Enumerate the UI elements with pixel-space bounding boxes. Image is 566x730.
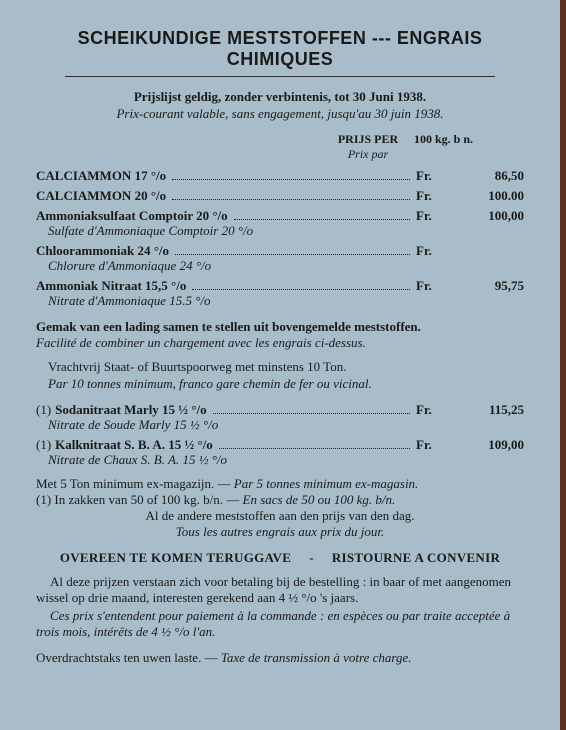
product-name: Sodanitraat Marly 15 ½ °/o — [55, 402, 206, 418]
product-name: Chloorammoniak 24 °/o — [36, 243, 169, 259]
product-price: 86,50 — [446, 168, 524, 184]
terms-fr: Ces prix s'entendent pour paiement à la … — [36, 608, 524, 640]
vracht-fr: Par 10 tonnes minimum, franco gare chemi… — [36, 376, 524, 392]
currency-label: Fr. — [416, 437, 446, 453]
currency-label: Fr. — [416, 208, 446, 224]
product-name: Ammoniak Nitraat 15,5 °/o — [36, 278, 186, 294]
product-row: Ammoniak Nitraat 15,5 °/o Fr.95,75Nitrate… — [36, 278, 524, 309]
tax-fr: Taxe de transmission à votre charge. — [221, 650, 412, 665]
subtitle-nl: Prijslijst geldig, zonder verbintenis, t… — [36, 89, 524, 105]
products2-block: (1) Sodanitraat Marly 15 ½ °/oFr.115,25N… — [36, 402, 524, 468]
header-prijs-per: PRIJS PER — [328, 132, 408, 147]
product-row: (1) Kalknitraat S. B. A. 15 ½ °/o Fr.109,… — [36, 437, 524, 468]
product-price: 95,75 — [446, 278, 524, 294]
product-name-fr: Sulfate d'Ammoniaque Comptoir 20 °/o — [36, 223, 524, 239]
note2-nl: (1) In zakken van 50 of 100 kg. b/n. — — [36, 492, 239, 507]
title-sep: --- — [372, 28, 391, 48]
note2: (1) In zakken van 50 of 100 kg. b/n. — E… — [36, 492, 524, 508]
product-row: CALCIAMMON 17 °/o Fr.86,50 — [36, 168, 524, 184]
section-header: OVEREEN TE KOMEN TERUGGAVE - RISTOURNE A… — [36, 550, 524, 566]
header-100kg: 100 kg. b n. — [408, 132, 524, 147]
currency-label: Fr. — [416, 278, 446, 294]
currency-label: Fr. — [416, 168, 446, 184]
product-marker: (1) — [36, 437, 51, 453]
product-name-fr: Nitrate d'Ammoniaque 15.5 °/o — [36, 293, 524, 309]
tax-nl: Overdrachtstaks ten uwen laste. — — [36, 650, 218, 665]
leader-dots — [192, 281, 410, 290]
products-block: CALCIAMMON 17 °/oFr.86,50CALCIAMMON 20 °… — [36, 168, 524, 309]
title-rule — [65, 76, 494, 77]
leader-dots — [172, 171, 410, 180]
product-price: 115,25 — [446, 402, 524, 418]
note1-nl: Met 5 Ton minimum ex-magazijn. — — [36, 476, 231, 491]
product-row: CALCIAMMON 20 °/o Fr.100.00 — [36, 188, 524, 204]
title-left: SCHEIKUNDIGE MESTSTOFFEN — [78, 28, 367, 48]
note1-fr: Par 5 tonnes minimum ex-magasin. — [234, 476, 419, 491]
currency-label: Fr. — [416, 402, 446, 418]
product-name-fr: Chlorure d'Ammoniaque 24 °/o — [36, 258, 524, 274]
price-list-page: SCHEIKUNDIGE MESTSTOFFEN --- ENGRAIS CHI… — [0, 0, 566, 730]
leader-dots — [219, 440, 410, 449]
notes-block: Met 5 Ton minimum ex-magazijn. — Par 5 t… — [36, 476, 524, 540]
vracht-nl: Vrachtvrij Staat- of Buurtspoorweg met m… — [36, 359, 524, 375]
note1: Met 5 Ton minimum ex-magazijn. — Par 5 t… — [36, 476, 524, 492]
product-marker: (1) — [36, 402, 51, 418]
product-name: CALCIAMMON 17 °/o — [36, 168, 166, 184]
product-row: (1) Sodanitraat Marly 15 ½ °/o Fr.115,25N… — [36, 402, 524, 433]
gemak-fr: Facilité de combiner un chargement avec … — [36, 335, 524, 351]
section-nl: OVEREEN TE KOMEN TERUGGAVE — [60, 550, 291, 566]
product-name: CALCIAMMON 20 °/o — [36, 188, 166, 204]
header-prix-par: Prix par — [328, 147, 408, 162]
subtitle-fr: Prix-courant valable, sans engagement, j… — [36, 106, 524, 122]
product-name-fr: Nitrate de Soude Marly 15 ½ °/o — [36, 417, 524, 433]
price-header-row2: Prix par — [36, 147, 524, 162]
main-title: SCHEIKUNDIGE MESTSTOFFEN --- ENGRAIS CHI… — [36, 28, 524, 70]
section-sep: - — [309, 550, 314, 566]
note3-nl: Al de andere meststoffen aan den prijs v… — [36, 508, 524, 524]
note2-fr: En sacs de 50 ou 100 kg. b/n. — [243, 492, 396, 507]
product-name-fr: Nitrate de Chaux S. B. A. 15 ½ °/o — [36, 452, 524, 468]
note3-fr: Tous les autres engrais aux prix du jour… — [36, 524, 524, 540]
currency-label: Fr. — [416, 243, 446, 259]
product-price: 109,00 — [446, 437, 524, 453]
product-name: Ammoniaksulfaat Comptoir 20 °/o — [36, 208, 228, 224]
tax-line: Overdrachtstaks ten uwen laste. — Taxe d… — [36, 650, 524, 666]
product-price: 100,00 — [446, 208, 524, 224]
leader-dots — [175, 246, 410, 255]
leader-dots — [213, 405, 410, 414]
product-name: Kalknitraat S. B. A. 15 ½ °/o — [55, 437, 213, 453]
price-header-row1: PRIJS PER 100 kg. b n. — [36, 132, 524, 147]
leader-dots — [172, 191, 410, 200]
product-row: Ammoniaksulfaat Comptoir 20 °/o Fr.100,00… — [36, 208, 524, 239]
section-fr: RISTOURNE A CONVENIR — [332, 550, 500, 566]
currency-label: Fr. — [416, 188, 446, 204]
leader-dots — [234, 211, 410, 220]
terms-nl: Al deze prijzen verstaan zich voor betal… — [36, 574, 524, 606]
product-price: 100.00 — [446, 188, 524, 204]
gemak-nl: Gemak van een lading samen te stellen ui… — [36, 319, 524, 335]
product-row: Chloorammoniak 24 °/o Fr.Chlorure d'Ammon… — [36, 243, 524, 274]
